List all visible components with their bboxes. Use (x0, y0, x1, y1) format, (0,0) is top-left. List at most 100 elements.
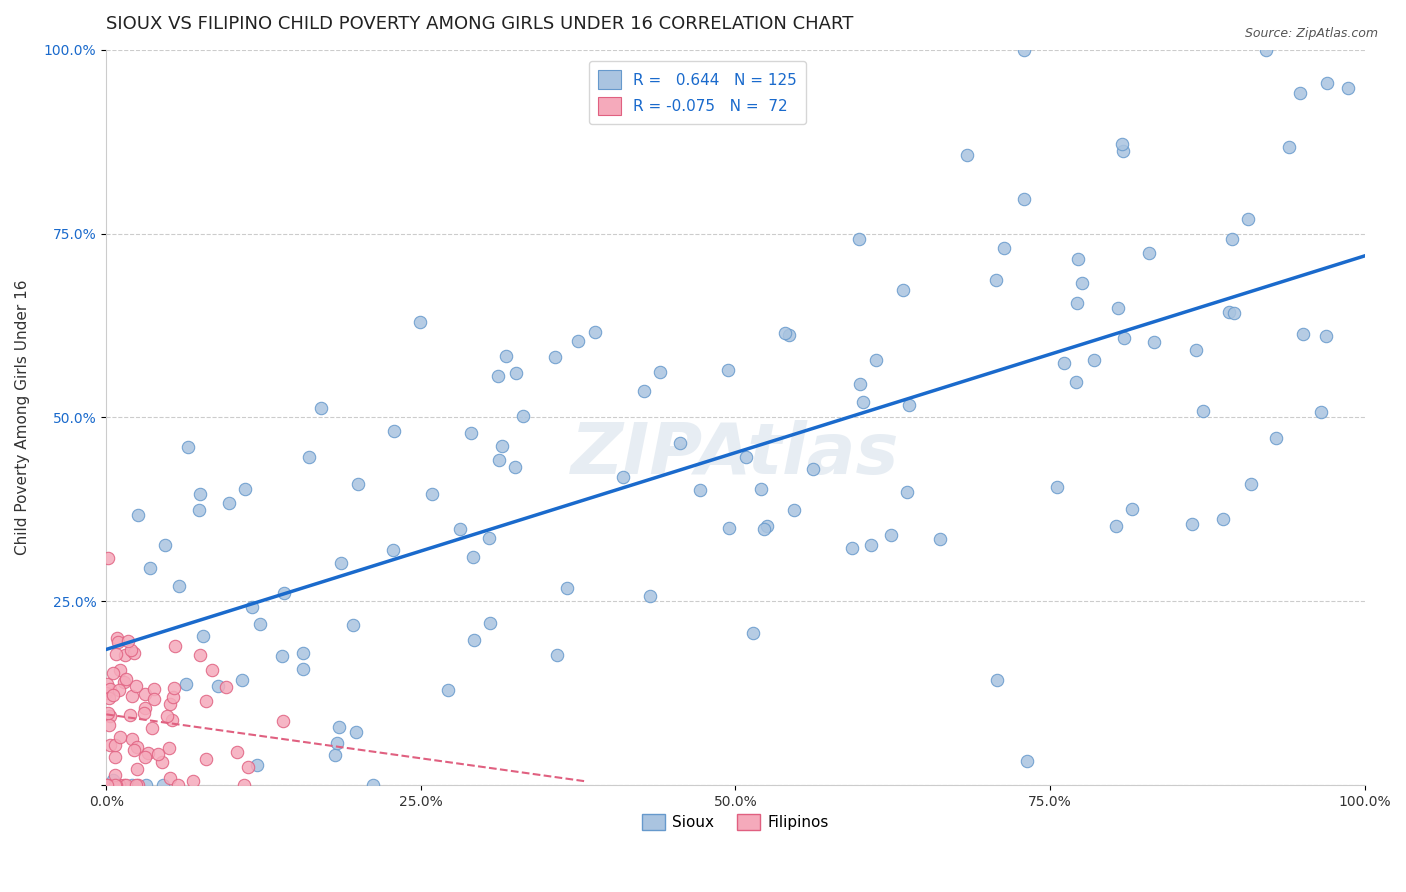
Point (1083, 352, 1105, 367)
Point (125, 679, 148, 693)
Point (583, 325, 606, 339)
Point (142, 681, 165, 696)
Point (491, 439, 513, 453)
Point (118, 707, 141, 722)
Point (236, 760, 259, 774)
Point (638, 589, 661, 603)
Point (188, 487, 211, 501)
Point (104, 738, 127, 752)
Point (1256, 43, 1278, 57)
Point (218, 496, 240, 510)
Point (124, 743, 146, 757)
Point (127, 508, 149, 522)
Point (98, 718, 121, 732)
Point (169, 579, 191, 593)
Point (505, 459, 527, 474)
Point (195, 751, 218, 765)
Point (1237, 212, 1260, 227)
Point (463, 632, 485, 647)
Point (735, 450, 758, 464)
Point (246, 757, 269, 772)
Point (146, 747, 169, 761)
Point (1121, 501, 1143, 516)
Point (191, 630, 214, 644)
Point (1012, 193, 1035, 207)
Point (1137, 245, 1160, 260)
Point (1292, 326, 1315, 341)
Point (1192, 403, 1215, 417)
Point (897, 398, 920, 412)
Point (107, 635, 129, 649)
Point (104, 767, 127, 781)
Y-axis label: Child Poverty Among Girls Under 16: Child Poverty Among Girls Under 16 (15, 280, 30, 555)
Point (104, 749, 127, 764)
Point (114, 648, 136, 663)
Point (1046, 480, 1069, 494)
Point (891, 283, 914, 297)
Point (104, 778, 127, 792)
Point (112, 675, 135, 690)
Point (101, 689, 124, 703)
Point (1066, 296, 1088, 310)
Point (929, 533, 952, 547)
Point (240, 600, 263, 615)
Point (544, 350, 567, 364)
Point (134, 687, 156, 701)
Point (896, 485, 918, 500)
Point (291, 662, 314, 676)
Point (752, 522, 775, 536)
Point (1053, 355, 1076, 369)
Point (135, 778, 157, 792)
Point (156, 708, 179, 723)
Point (612, 469, 634, 483)
Point (1315, 328, 1337, 343)
Point (1105, 519, 1128, 533)
Point (717, 363, 740, 377)
Point (420, 486, 443, 500)
Point (1014, 43, 1036, 57)
Point (233, 482, 256, 496)
Point (1337, 80, 1360, 95)
Point (984, 273, 1007, 287)
Point (207, 679, 229, 693)
Point (121, 778, 143, 792)
Point (96, 778, 118, 792)
Point (330, 556, 353, 570)
Point (96, 676, 118, 690)
Point (363, 778, 385, 792)
Point (783, 503, 806, 517)
Point (346, 477, 368, 491)
Point (124, 646, 146, 660)
Point (160, 713, 183, 727)
Point (117, 634, 139, 648)
Point (167, 778, 190, 792)
Point (689, 483, 711, 497)
Point (157, 740, 180, 755)
Point (152, 778, 174, 792)
Point (97, 551, 120, 566)
Point (195, 694, 218, 708)
Point (134, 750, 156, 764)
Point (112, 778, 135, 792)
Point (115, 778, 138, 792)
Point (103, 773, 125, 788)
Point (773, 326, 796, 340)
Point (153, 538, 176, 552)
Point (755, 518, 778, 533)
Point (742, 625, 765, 640)
Point (188, 503, 211, 517)
Point (495, 349, 517, 363)
Point (98, 691, 121, 706)
Point (98, 739, 121, 753)
Point (138, 746, 160, 760)
Text: Source: ZipAtlas.com: Source: ZipAtlas.com (1244, 27, 1378, 40)
Point (105, 778, 128, 792)
Point (201, 663, 224, 677)
Text: SIOUX VS FILIPINO CHILD POVERTY AMONG GIRLS UNDER 16 CORRELATION CHART: SIOUX VS FILIPINO CHILD POVERTY AMONG GI… (107, 15, 853, 33)
Point (162, 690, 184, 704)
Point (328, 720, 350, 734)
Point (181, 773, 204, 788)
Point (749, 482, 772, 496)
Point (96, 778, 118, 792)
Point (344, 724, 367, 739)
